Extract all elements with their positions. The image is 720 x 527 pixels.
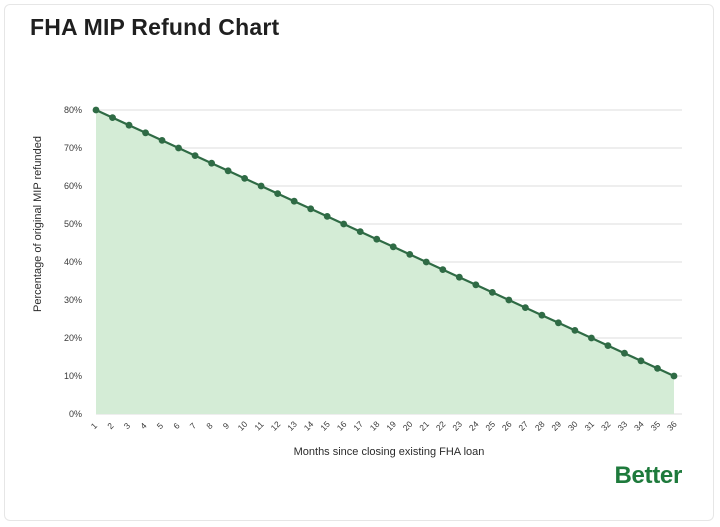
y-tick-label: 10% [64,371,82,381]
x-tick-label: 32 [599,419,613,433]
data-point [125,121,133,129]
x-tick-label: 33 [615,419,629,433]
y-tick-label: 50% [64,219,82,229]
data-point [175,144,182,152]
data-point [307,205,315,213]
x-tick-label: 9 [221,420,232,431]
better-logo: Better [614,462,682,489]
y-tick-label: 30% [64,295,82,305]
data-point [274,190,282,198]
x-tick-label: 34 [632,419,646,433]
data-point [406,251,414,258]
x-tick-label: 4 [138,420,149,431]
data-point [241,175,249,182]
data-point [555,319,562,327]
data-point [422,258,430,266]
data-point [571,327,579,334]
data-point [224,167,232,175]
x-tick-label: 2 [105,420,116,431]
data-point [455,273,463,281]
data-point [191,152,199,160]
area-fill [96,110,674,414]
y-tick-label: 80% [64,105,82,115]
x-tick-label: 31 [582,419,596,433]
data-point [472,281,480,289]
data-point [621,349,628,357]
x-tick-label: 19 [384,419,398,433]
x-tick-label: 35 [648,419,662,433]
data-point [323,213,331,220]
y-tick-label: 60% [64,181,82,191]
y-tick-label: 70% [64,143,82,153]
data-point [142,129,149,137]
x-tick-label: 28 [533,419,547,433]
x-tick-label: 10 [236,419,250,433]
y-tick-label: 0% [69,409,82,419]
data-point [389,243,397,251]
x-tick-label: 23 [450,419,464,433]
x-tick-label: 13 [285,419,299,433]
data-point [290,197,298,205]
x-axis-label: Months since closing existing FHA loan [293,446,485,458]
data-point [92,106,100,114]
x-tick-label: 16 [335,419,349,433]
x-tick-label: 27 [516,419,530,433]
x-tick-label: 12 [269,419,283,433]
x-tick-label: 3 [122,420,133,431]
x-tick-label: 14 [302,419,316,433]
x-tick-label: 25 [483,419,497,433]
y-axis-label: Percentage of original MIP refunded [32,136,44,312]
data-point [488,289,496,296]
data-point [158,137,166,144]
data-point [439,266,447,273]
x-tick-label: 36 [665,419,679,433]
y-tick-label: 40% [64,257,82,267]
x-tick-label: 17 [351,419,365,433]
x-tick-label: 18 [368,419,382,433]
x-tick-label: 15 [318,419,332,433]
x-tick-label: 6 [171,420,182,431]
x-tick-label: 30 [566,419,580,433]
data-point [340,220,348,228]
data-point [109,114,116,121]
x-tick-label: 5 [155,420,166,431]
x-tick-label: 1 [89,420,100,431]
data-point [538,311,546,319]
x-tick-label: 29 [549,419,563,433]
x-tick-label: 22 [434,419,448,433]
x-tick-label: 24 [467,419,481,433]
data-point [208,159,216,167]
data-point [356,228,364,236]
x-tick-label: 26 [500,419,514,433]
data-point [670,372,678,380]
data-point [604,342,612,349]
x-tick-label: 8 [204,420,215,431]
chart-frame [4,4,714,521]
data-point [505,296,513,304]
x-tick-label: 21 [417,419,431,433]
data-point [654,365,661,372]
x-tick-label: 20 [401,419,415,433]
chart-title: FHA MIP Refund Chart [30,14,280,40]
data-point [588,334,595,342]
data-point [637,357,645,365]
x-tick-label: 11 [252,419,266,433]
data-point [257,182,265,190]
data-point [373,235,381,243]
x-tick-label: 7 [188,420,199,431]
y-tick-label: 20% [64,333,82,343]
data-point [521,304,529,311]
